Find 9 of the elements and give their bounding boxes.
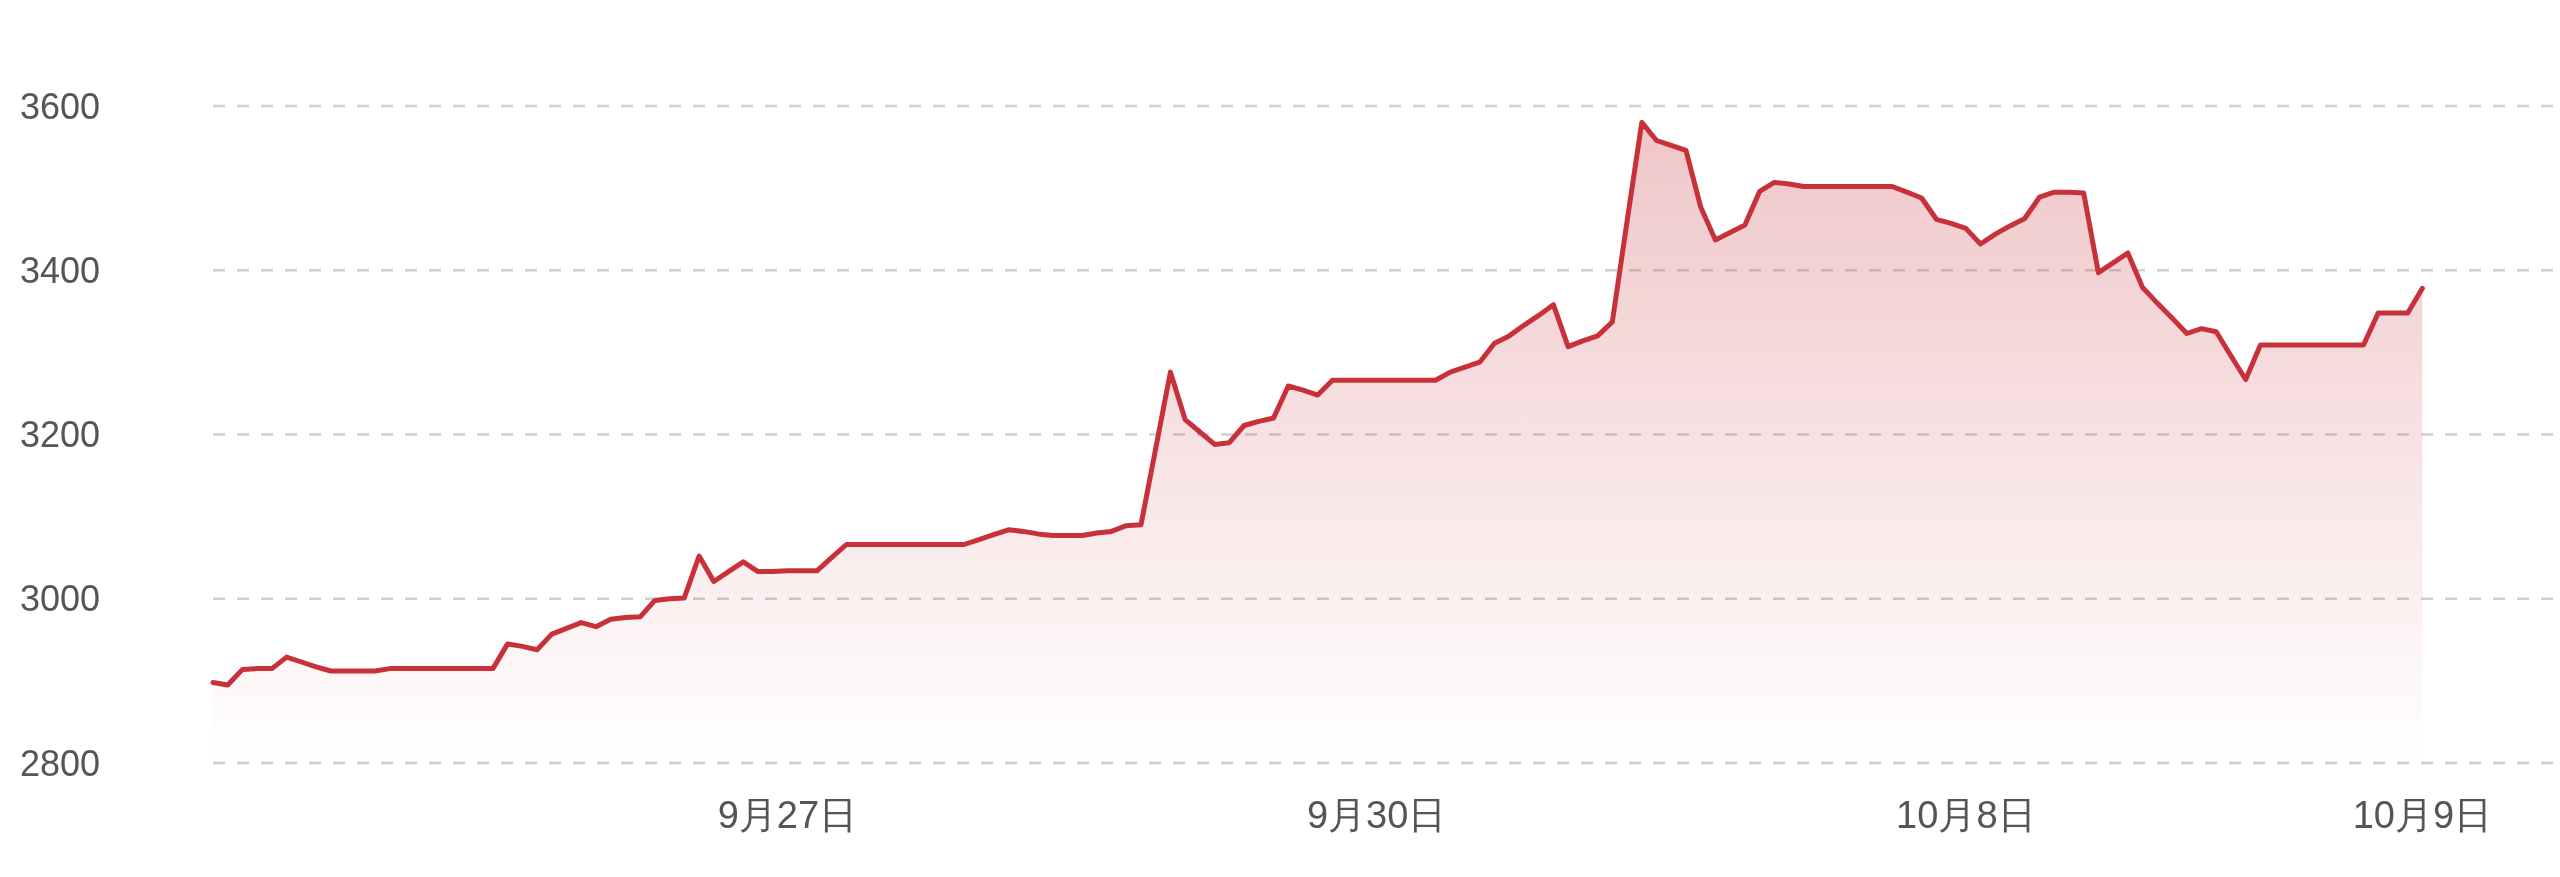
y-tick-label: 3600 bbox=[19, 85, 100, 127]
x-tick-label: 9月27日 bbox=[717, 794, 858, 836]
y-tick-label: 3000 bbox=[19, 578, 100, 620]
x-tick-label: 10月8日 bbox=[1896, 794, 2036, 836]
y-tick-label: 3400 bbox=[19, 249, 100, 291]
x-tick-label: 9月30日 bbox=[1306, 794, 1447, 836]
y-tick-label: 3200 bbox=[19, 414, 100, 455]
y-tick-label: 2800 bbox=[19, 742, 100, 784]
x-tick-label: 10月9日 bbox=[2352, 794, 2493, 836]
